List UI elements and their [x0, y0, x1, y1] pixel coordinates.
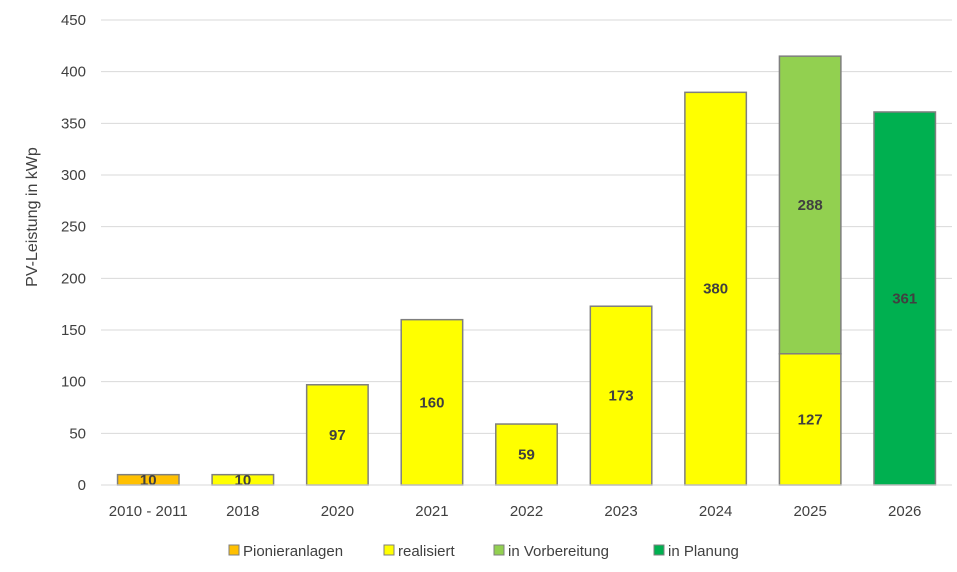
y-tick-label: 0 [78, 477, 86, 494]
y-tick-label: 200 [61, 270, 86, 287]
legend-label: realisiert [398, 543, 456, 560]
y-tick-label: 400 [61, 64, 86, 81]
legend: Pionieranlagen realisiert in Vorbereitung i… [228, 543, 739, 560]
data-label: 10 [234, 472, 251, 489]
bar-segment [400, 318, 464, 486]
legend-swatch [228, 544, 240, 556]
gridlines [101, 19, 952, 434]
y-axis-title: PV-Leistung in kWp [24, 147, 41, 287]
legend-swatch [653, 544, 665, 556]
y-axis-ticks: 0 50 100 150 200 250 300 350 400 450 [61, 12, 86, 494]
legend-item: Pionieranlagen [228, 543, 343, 560]
legend-swatch [493, 544, 505, 556]
data-label: 288 [798, 197, 823, 214]
x-tick-label: 2022 [510, 503, 543, 520]
legend-item: in Vorbereitung [493, 543, 609, 560]
x-tick-label: 2026 [888, 503, 921, 520]
y-tick-label: 250 [61, 219, 86, 236]
y-tick-label: 100 [61, 374, 86, 391]
bar-segment [778, 55, 842, 355]
data-label: 361 [892, 290, 917, 307]
y-tick-label: 300 [61, 167, 86, 184]
bars [116, 55, 937, 486]
y-tick-label: 450 [61, 12, 86, 29]
legend-item: in Planung [653, 543, 739, 560]
bar-segment [589, 305, 653, 486]
x-tick-label: 2025 [793, 503, 826, 520]
x-tick-label: 2020 [321, 503, 354, 520]
legend-label: in Planung [668, 543, 739, 560]
y-tick-label: 150 [61, 322, 86, 339]
data-labels: 10 10 97 160 59 173 380 127 288 361 [140, 197, 917, 489]
data-label: 173 [609, 388, 634, 405]
data-label: 160 [419, 394, 444, 411]
data-label: 97 [329, 427, 346, 444]
legend-swatch [383, 544, 395, 556]
x-tick-label: 2010 - 2011 [109, 503, 188, 520]
legend-label: Pionieranlagen [243, 543, 343, 560]
x-axis-ticks: 2010 - 2011 2018 2020 2021 2022 2023 2024 2025 2… [109, 503, 922, 520]
x-tick-label: 2023 [604, 503, 637, 520]
y-tick-label: 350 [61, 115, 86, 132]
data-label: 380 [703, 281, 728, 298]
data-label: 10 [140, 472, 157, 489]
y-tick-label: 50 [69, 425, 86, 442]
x-tick-label: 2024 [699, 503, 732, 520]
legend-item: realisiert [383, 543, 456, 560]
bar-segment [684, 91, 748, 486]
bar-segment [495, 423, 558, 486]
legend-label: in Vorbereitung [508, 543, 609, 560]
data-label: 59 [518, 447, 535, 464]
data-label: 127 [798, 411, 823, 428]
x-tick-label: 2018 [226, 503, 259, 520]
x-tick-label: 2021 [415, 503, 448, 520]
